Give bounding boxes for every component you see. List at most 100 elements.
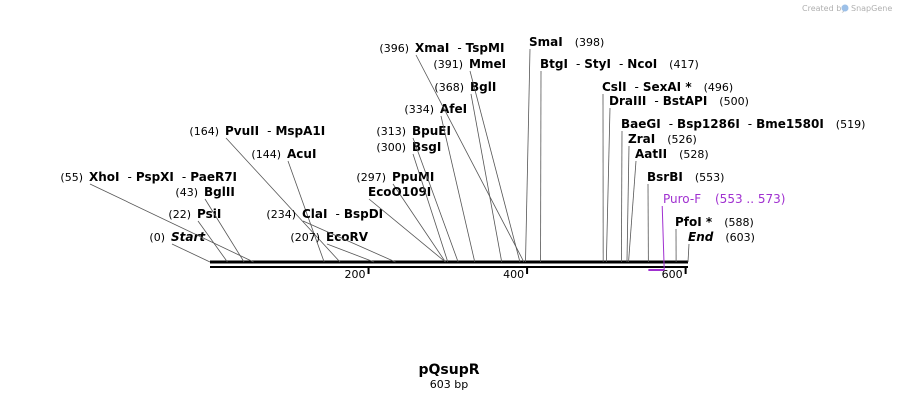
enzyme-name[interactable]: ClaI bbox=[302, 207, 327, 221]
site-position: (334) bbox=[404, 103, 434, 116]
site-separator: - bbox=[669, 117, 673, 131]
site-smai[interactable]: SmaI (398) bbox=[525, 35, 604, 263]
site-separator: - bbox=[182, 170, 186, 184]
enzyme-name[interactable]: CslI bbox=[602, 80, 627, 94]
site-bsgi[interactable]: (300) BsgI bbox=[376, 140, 449, 263]
enzyme-name[interactable]: BglII bbox=[204, 185, 235, 199]
enzyme-name[interactable]: AcuI bbox=[287, 147, 316, 161]
site-position: (0) bbox=[149, 231, 165, 244]
site-clai[interactable]: (234) ClaI - BspDI bbox=[266, 207, 396, 263]
feature-name[interactable]: Puro-F bbox=[663, 192, 701, 206]
enzyme-name[interactable]: AatII bbox=[635, 147, 667, 161]
site-position: (396) bbox=[379, 42, 409, 55]
site-ecoo109i[interactable]: EcoO109I bbox=[368, 185, 446, 263]
enzyme-name[interactable]: XhoI bbox=[89, 170, 120, 184]
enzyme-name[interactable]: ZraI bbox=[628, 132, 655, 146]
site-aatii[interactable]: AatII (528) bbox=[628, 147, 709, 263]
site-bglii[interactable]: (43) BglII bbox=[175, 185, 245, 263]
enzyme-name[interactable]: BtgI bbox=[540, 57, 568, 71]
site-position: (603) bbox=[725, 231, 755, 244]
enzyme-name[interactable]: Bme1580I bbox=[756, 117, 824, 131]
site-position: (588) bbox=[724, 216, 754, 229]
site-separator: - bbox=[654, 94, 658, 108]
enzyme-name[interactable]: BsgI bbox=[412, 140, 441, 154]
site-btgi[interactable]: BtgI - StyI - NcoI (417) bbox=[540, 57, 699, 263]
site-pvuii[interactable]: (164) PvuII - MspA1I bbox=[189, 124, 341, 263]
site-position: (528) bbox=[679, 148, 709, 161]
site-connector bbox=[412, 153, 449, 263]
site-position: (297) bbox=[356, 171, 386, 184]
enzyme-name[interactable]: Bsp1286I bbox=[677, 117, 740, 131]
site-end[interactable]: End (603) bbox=[687, 230, 755, 263]
site-position: (496) bbox=[704, 81, 734, 94]
plasmid-length: 603 bp bbox=[430, 378, 468, 391]
site-position: (417) bbox=[669, 58, 699, 71]
site-draiii[interactable]: DraIII - BstAPI (500) bbox=[605, 94, 749, 263]
site-separator: - bbox=[748, 117, 752, 131]
enzyme-name[interactable]: PaeR7I bbox=[190, 170, 237, 184]
enzyme-name[interactable]: PspXI bbox=[136, 170, 174, 184]
site-connector bbox=[368, 198, 446, 263]
enzyme-name[interactable]: EcoRV bbox=[326, 230, 369, 244]
site-separator: - bbox=[635, 80, 639, 94]
site-position: (519) bbox=[836, 118, 866, 131]
site-acui[interactable]: (144) AcuI bbox=[251, 147, 325, 263]
site-connector bbox=[621, 130, 623, 263]
enzyme-name[interactable]: PvuII bbox=[225, 124, 259, 138]
site-bpuei[interactable]: (313) BpuEI bbox=[376, 124, 459, 263]
enzyme-name[interactable]: MmeI bbox=[469, 57, 506, 71]
ruler-tick-label: 200 bbox=[345, 268, 366, 281]
enzyme-name[interactable]: TspMI bbox=[466, 41, 505, 55]
site-separator: - bbox=[619, 57, 623, 71]
site-ppumi[interactable]: (297) PpuMI bbox=[356, 170, 446, 263]
site-connector bbox=[415, 54, 525, 263]
site-position: (22) bbox=[168, 208, 191, 221]
plasmid-name: pQsupR bbox=[418, 362, 479, 378]
credit-brand: SnapGene bbox=[851, 4, 892, 13]
enzyme-name[interactable]: SmaI bbox=[529, 35, 563, 49]
site-csli[interactable]: CslI - SexAI * (496) bbox=[602, 80, 734, 263]
enzyme-name[interactable]: BstAPI bbox=[663, 94, 708, 108]
site-xmai[interactable]: (396) XmaI - TspMI bbox=[379, 41, 525, 263]
enzyme-name[interactable]: AfeI bbox=[440, 102, 467, 116]
enzyme-name[interactable]: PfoI * bbox=[675, 215, 713, 229]
site-connector bbox=[628, 160, 637, 263]
site-pfoi[interactable]: PfoI * (588) bbox=[675, 215, 754, 263]
site-baegi[interactable]: BaeGI - Bsp1286I - Bme1580I (519) bbox=[621, 117, 866, 263]
enzyme-name[interactable]: PsiI bbox=[197, 207, 221, 221]
site-bsrbi[interactable]: BsrBI (553) bbox=[647, 170, 724, 263]
enzyme-name[interactable]: End bbox=[688, 230, 714, 244]
site-psii[interactable]: (22) PsiI bbox=[168, 207, 228, 263]
enzyme-name[interactable]: BpuEI bbox=[412, 124, 451, 138]
site-bgli[interactable]: (368) BglI bbox=[434, 80, 503, 263]
site-connector bbox=[470, 93, 503, 263]
enzyme-name[interactable]: BaeGI bbox=[621, 117, 661, 131]
enzyme-name[interactable]: BglI bbox=[470, 80, 496, 94]
feature-puro-f[interactable]: Puro-F (553 .. 573) bbox=[648, 192, 785, 271]
site-separator: - bbox=[128, 170, 132, 184]
site-connector bbox=[525, 48, 531, 263]
enzyme-name[interactable]: PpuMI bbox=[392, 170, 434, 184]
enzyme-name[interactable]: DraIII bbox=[609, 94, 646, 108]
enzyme-name[interactable]: MspA1I bbox=[275, 124, 325, 138]
site-xhoi[interactable]: (55) XhoI - PspXI - PaeR7I bbox=[60, 170, 254, 263]
enzyme-name[interactable]: BsrBI bbox=[647, 170, 683, 184]
site-connector bbox=[392, 183, 446, 263]
site-afei[interactable]: (334) AfeI bbox=[404, 102, 476, 263]
enzyme-name[interactable]: SexAI * bbox=[643, 80, 692, 94]
site-mmei[interactable]: (391) MmeI bbox=[433, 57, 521, 263]
site-connector bbox=[225, 137, 341, 263]
enzyme-name[interactable]: XmaI bbox=[415, 41, 449, 55]
feature-range: (553 .. 573) bbox=[715, 192, 785, 206]
enzyme-name[interactable]: NcoI bbox=[627, 57, 657, 71]
enzyme-name[interactable]: BspDI bbox=[344, 207, 383, 221]
site-ecorv[interactable]: (207) EcoRV bbox=[290, 230, 375, 263]
site-zrai[interactable]: ZraI (526) bbox=[626, 132, 697, 263]
enzyme-name[interactable]: StyI bbox=[584, 57, 611, 71]
enzyme-name[interactable]: Start bbox=[171, 230, 206, 244]
site-connector bbox=[302, 220, 396, 263]
site-connector bbox=[287, 160, 325, 263]
enzyme-name[interactable]: EcoO109I bbox=[368, 185, 431, 199]
site-position: (55) bbox=[60, 171, 83, 184]
site-start[interactable]: (0) Start bbox=[149, 230, 211, 263]
